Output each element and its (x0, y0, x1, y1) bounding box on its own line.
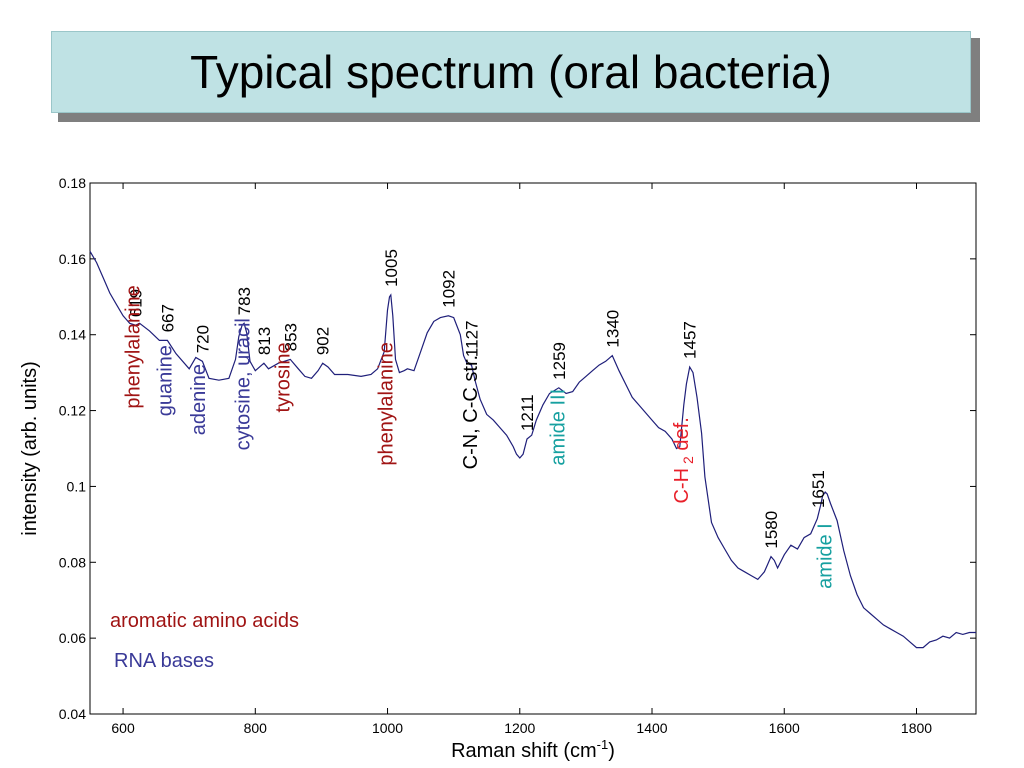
spectrum-line (89, 250, 976, 649)
slide-title: Typical spectrum (oral bacteria) (190, 46, 832, 98)
band-label: guanine (155, 345, 177, 416)
peak-label: 1340 (603, 310, 622, 348)
peak-label: 1259 (550, 342, 569, 380)
peak-label: 1457 (681, 321, 700, 359)
band-label: phenylalanine (376, 342, 398, 465)
peak-label: 619 (127, 289, 146, 317)
x-tick-label: 1000 (372, 720, 403, 736)
y-tick-label: 0.14 (59, 327, 86, 343)
peak-label: 783 (235, 287, 254, 315)
peak-label: 813 (255, 327, 274, 355)
y-tick-label: 0.04 (59, 706, 86, 722)
band-label: adenine (188, 364, 210, 435)
x-tick-label: 1600 (769, 720, 800, 736)
x-tick-label: 800 (244, 720, 268, 736)
band-label: tyrosine (272, 342, 294, 412)
x-tick-label: 1400 (636, 720, 667, 736)
peak-label: 1127 (463, 320, 482, 357)
band-label: amide I (815, 523, 837, 589)
peak-label: 1651 (809, 470, 828, 508)
y-tick-label: 0.1 (67, 478, 87, 494)
x-axis-label: Raman shift (cm-1) (451, 737, 615, 762)
x-tick-label: 1200 (504, 720, 535, 736)
x-tick-label: 1800 (901, 720, 932, 736)
band-label-ch2: C-H2 def. (671, 417, 696, 503)
y-tick-label: 0.08 (59, 554, 86, 570)
x-tick-label: 600 (111, 720, 135, 736)
y-tick-label: 0.16 (59, 251, 86, 267)
y-tick-label: 0.12 (59, 403, 86, 419)
peak-label: 1580 (762, 511, 781, 549)
band-label: C-N, C-C str. (460, 355, 482, 469)
peak-label: 1092 (439, 270, 458, 308)
legend-entry: RNA bases (114, 650, 214, 672)
y-axis-label: intensity (arb. units) (19, 361, 41, 536)
band-label: phenylalanine (122, 285, 144, 408)
title-banner: Typical spectrum (oral bacteria) (51, 31, 971, 113)
peak-label: 902 (314, 327, 333, 355)
band-label: amide III (547, 389, 569, 466)
y-tick-label: 0.18 (59, 175, 86, 191)
plot-frame (89, 182, 977, 715)
peak-label: 667 (158, 304, 177, 332)
peak-label: 1005 (382, 249, 401, 287)
peak-label: 853 (281, 323, 300, 351)
y-tick-label: 0.06 (59, 630, 86, 646)
peak-label: 1211 (518, 394, 537, 431)
legend-entry: aromatic amino acids (110, 610, 299, 632)
band-label: cytosine, uracil (233, 318, 255, 450)
chart-ticks: 600 800 1000 1200 1400 1600 1800 0.04 0.06 0.08 0.… (59, 175, 976, 736)
chart-axes (89, 182, 977, 715)
peak-label: 720 (193, 325, 212, 353)
